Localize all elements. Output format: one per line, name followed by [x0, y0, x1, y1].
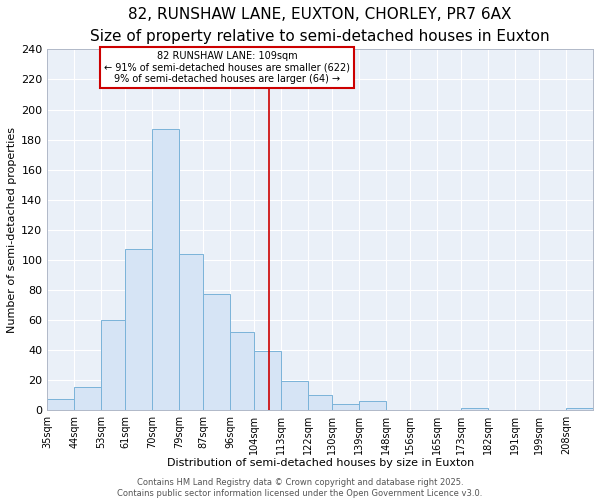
- Bar: [359, 400, 386, 409]
- Bar: [47, 399, 74, 409]
- Bar: [125, 249, 152, 410]
- Bar: [332, 404, 359, 409]
- Bar: [230, 332, 254, 409]
- Y-axis label: Number of semi-detached properties: Number of semi-detached properties: [7, 126, 17, 332]
- Bar: [203, 294, 230, 410]
- Text: 82 RUNSHAW LANE: 109sqm
← 91% of semi-detached houses are smaller (622)
9% of se: 82 RUNSHAW LANE: 109sqm ← 91% of semi-de…: [104, 52, 350, 84]
- Bar: [566, 408, 593, 410]
- Bar: [101, 320, 125, 410]
- Title: 82, RUNSHAW LANE, EUXTON, CHORLEY, PR7 6AX
Size of property relative to semi-det: 82, RUNSHAW LANE, EUXTON, CHORLEY, PR7 6…: [91, 7, 550, 44]
- Bar: [152, 129, 179, 410]
- Bar: [254, 351, 281, 410]
- Bar: [179, 254, 203, 410]
- Bar: [308, 394, 332, 409]
- X-axis label: Distribution of semi-detached houses by size in Euxton: Distribution of semi-detached houses by …: [167, 458, 474, 468]
- Bar: [281, 381, 308, 410]
- Text: Contains HM Land Registry data © Crown copyright and database right 2025.
Contai: Contains HM Land Registry data © Crown c…: [118, 478, 482, 498]
- Bar: [74, 387, 101, 409]
- Bar: [461, 408, 488, 410]
